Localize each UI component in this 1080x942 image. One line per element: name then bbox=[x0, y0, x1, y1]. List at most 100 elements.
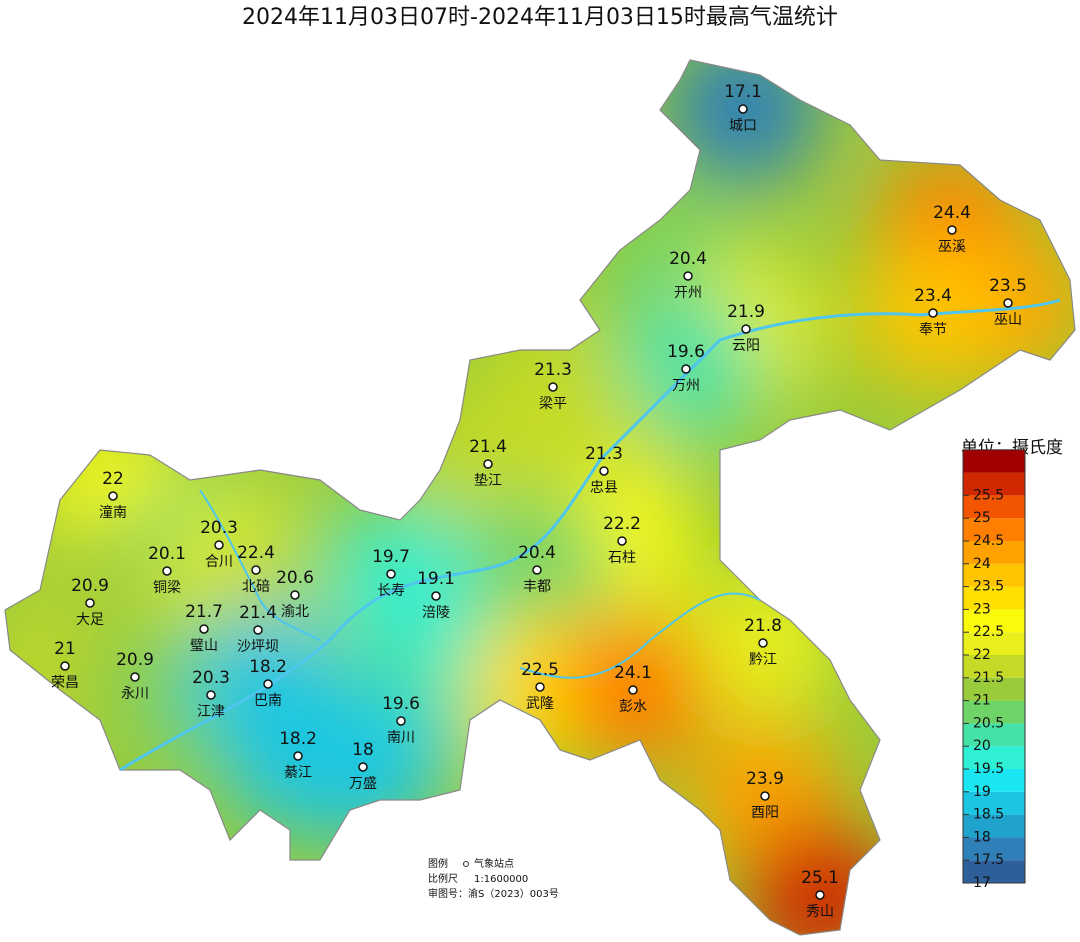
station-name: 彭水 bbox=[619, 699, 647, 715]
station-value: 23.4 bbox=[914, 286, 952, 306]
legend-tick-label: 18.5 bbox=[973, 807, 1004, 823]
station-name: 万州 bbox=[672, 378, 700, 394]
station-name: 忠县 bbox=[590, 480, 618, 496]
legend-tick-label: 24 bbox=[973, 556, 991, 572]
station-name: 梁平 bbox=[539, 396, 567, 412]
legend-tick-label: 20.5 bbox=[973, 715, 1004, 731]
note-station-symbol bbox=[463, 861, 469, 867]
station-value: 21.9 bbox=[727, 302, 765, 322]
legend-swatch bbox=[963, 814, 1025, 838]
station-dot bbox=[293, 751, 303, 761]
station-value: 21.3 bbox=[534, 360, 572, 380]
station-name: 云阳 bbox=[732, 338, 760, 354]
station-dot bbox=[947, 225, 957, 235]
legend-swatch bbox=[963, 495, 1025, 519]
station-value: 21.4 bbox=[469, 437, 507, 457]
legend-swatch bbox=[963, 860, 1025, 883]
station-value: 21.8 bbox=[744, 616, 782, 636]
station-dot bbox=[386, 569, 396, 579]
region-outline bbox=[4, 59, 1076, 936]
station-name: 南川 bbox=[387, 730, 415, 746]
station-name: 铜梁 bbox=[153, 580, 181, 596]
legend-swatch bbox=[963, 677, 1025, 701]
station-dot bbox=[760, 791, 770, 801]
station-dot bbox=[532, 565, 542, 575]
station-value: 21 bbox=[54, 639, 76, 659]
station-dot bbox=[60, 661, 70, 671]
station-value: 20.4 bbox=[518, 543, 556, 563]
legend-swatch bbox=[963, 541, 1025, 564]
legend-swatch bbox=[963, 449, 1025, 473]
station-name: 开州 bbox=[674, 285, 702, 301]
station-name: 北碚 bbox=[242, 579, 270, 595]
station-name: 武隆 bbox=[526, 696, 554, 712]
station-value: 22.2 bbox=[603, 514, 641, 534]
legend-tick-label: 23 bbox=[973, 601, 991, 617]
station-dot bbox=[108, 491, 118, 501]
station-dot bbox=[431, 591, 441, 601]
legend-tick-label: 22 bbox=[973, 647, 991, 663]
station-dot bbox=[617, 536, 627, 546]
station-value: 22.5 bbox=[521, 660, 559, 680]
station-name: 垫江 bbox=[474, 473, 502, 489]
station-value: 20.6 bbox=[276, 568, 314, 588]
station-name: 沙坪坝 bbox=[237, 639, 279, 655]
station-dot bbox=[130, 672, 140, 682]
station-name: 渝北 bbox=[281, 604, 309, 620]
station-value: 20.3 bbox=[192, 668, 230, 688]
station-value: 25.1 bbox=[801, 868, 839, 888]
legend-swatch bbox=[963, 700, 1025, 724]
station-value: 23.9 bbox=[746, 769, 784, 789]
station-name: 城口 bbox=[729, 118, 757, 134]
station-value: 24.4 bbox=[933, 203, 971, 223]
legend-tick-label: 17.5 bbox=[973, 852, 1004, 868]
station-dot bbox=[290, 590, 300, 600]
legend-tick-label: 23.5 bbox=[973, 579, 1004, 595]
station-value: 19.6 bbox=[382, 694, 420, 714]
map-notes: 图例 气象站点 比例尺 1:1600000 审图号：渝S（2023）003号 bbox=[428, 857, 559, 900]
station-name: 酉阳 bbox=[751, 805, 779, 821]
legend-tick-label: 22.5 bbox=[973, 624, 1004, 640]
legend-swatch bbox=[963, 518, 1025, 541]
legend-tick-label: 21.5 bbox=[973, 670, 1004, 686]
station-dot bbox=[483, 459, 493, 469]
station-dot bbox=[741, 324, 751, 334]
station-dot bbox=[599, 466, 609, 476]
legend-swatch bbox=[963, 723, 1025, 747]
legend-frame bbox=[962, 449, 1026, 884]
legend-tick-label: 19.5 bbox=[973, 761, 1004, 777]
station-name: 丰都 bbox=[523, 579, 551, 595]
station-value: 21.4 bbox=[239, 603, 277, 623]
station-name: 巫山 bbox=[994, 312, 1022, 328]
field-blobs bbox=[5, 60, 1075, 935]
legend-swatch bbox=[963, 791, 1025, 815]
station-dot bbox=[253, 625, 263, 635]
station-name: 綦江 bbox=[284, 765, 312, 781]
note-approval: 审图号：渝S（2023）003号 bbox=[428, 887, 559, 900]
station-value: 20.3 bbox=[200, 518, 238, 538]
station-dot bbox=[85, 598, 95, 608]
legend-tick-label: 21 bbox=[973, 693, 991, 709]
note-legend-item: 气象站点 bbox=[474, 857, 514, 870]
station-name: 巴南 bbox=[254, 693, 282, 709]
wujiang-river bbox=[519, 592, 761, 679]
station-value: 19.7 bbox=[372, 547, 410, 567]
temperature-field bbox=[5, 60, 1075, 935]
station-value: 19.1 bbox=[417, 569, 455, 589]
station-value: 24.1 bbox=[614, 663, 652, 683]
station-name: 黔江 bbox=[749, 652, 777, 668]
station-dot bbox=[928, 308, 938, 318]
legend: 17 17.5 18 18.5 19 19.5 20 20.5 21 21.5 22 22.5 23 23… bbox=[962, 449, 1026, 891]
station-dot bbox=[628, 685, 638, 695]
station-name: 长寿 bbox=[377, 582, 405, 599]
station-dot bbox=[738, 104, 748, 114]
station-value: 19.6 bbox=[667, 342, 705, 362]
legend-tick-label: 20 bbox=[973, 738, 991, 754]
station-dot bbox=[815, 890, 825, 900]
legend-swatch bbox=[963, 632, 1025, 655]
station-name: 万盛 bbox=[349, 776, 377, 792]
yangtze-river bbox=[119, 298, 1061, 772]
jialing-river bbox=[199, 489, 321, 641]
legend-swatch bbox=[963, 769, 1025, 792]
legend-tick-label: 19 bbox=[973, 784, 991, 800]
